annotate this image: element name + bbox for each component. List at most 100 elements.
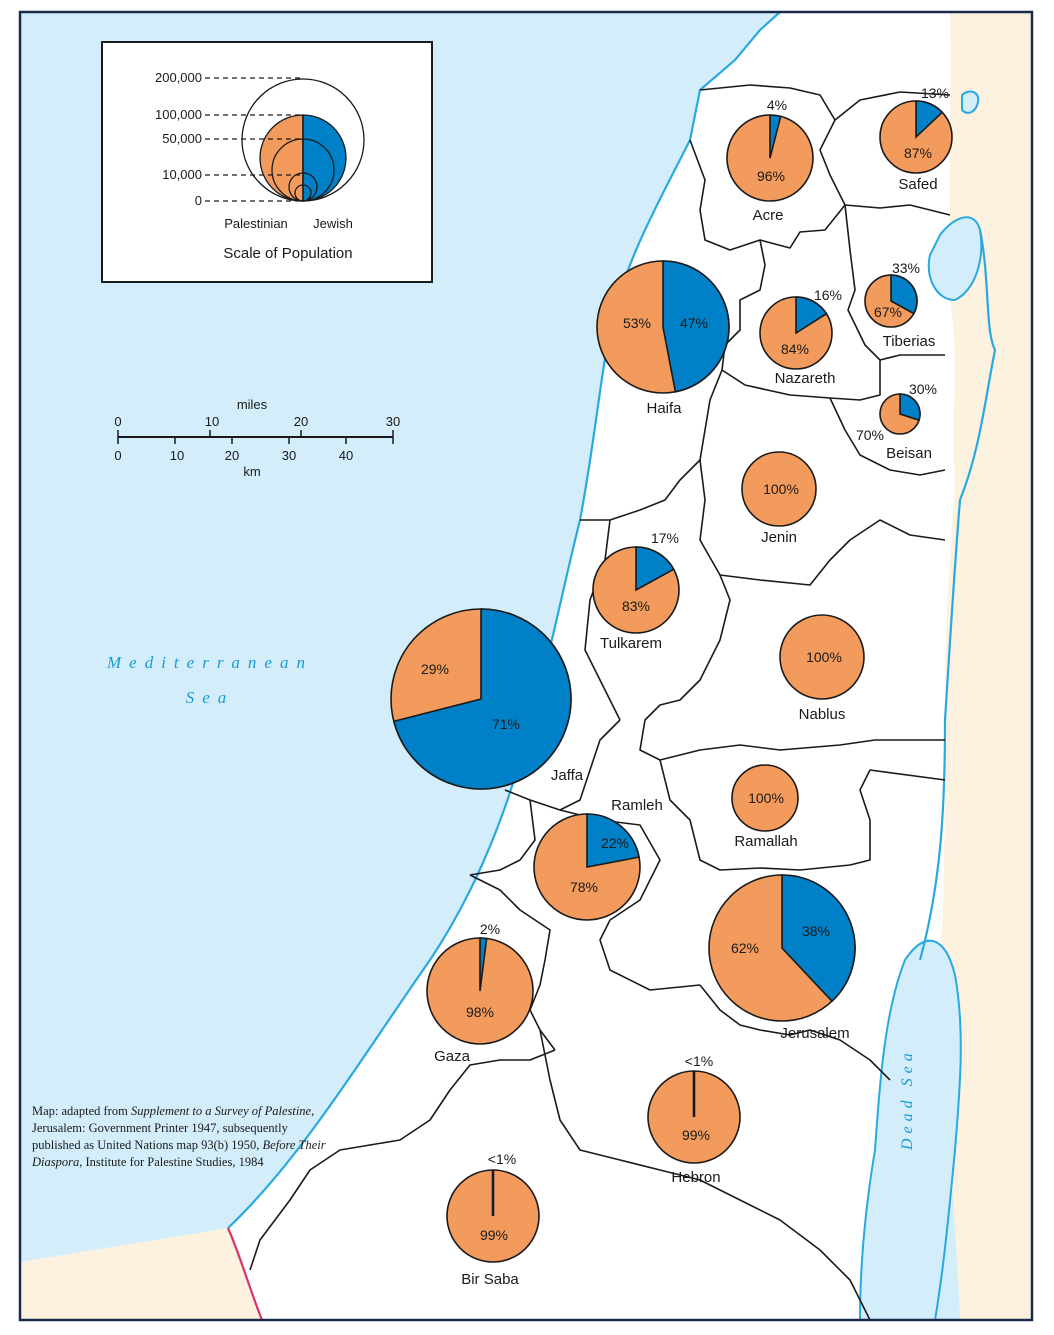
district-gaza: Gaza 98% 2% — [426, 921, 534, 1065]
palestinian-pct-acre: 96% — [757, 168, 785, 184]
pie-jewish-tiberias — [890, 274, 918, 315]
district-name-gaza: Gaza — [434, 1048, 471, 1065]
palestinian-pct-bir-saba: 99% — [480, 1227, 508, 1243]
palestinian-pct-nazareth: 84% — [781, 341, 809, 357]
jewish-pct-acre: 4% — [767, 97, 787, 113]
legend-jewish-label: Jewish — [313, 216, 353, 231]
pie-jewish-beisan — [899, 393, 921, 422]
district-ramallah: Ramallah 100% — [731, 764, 799, 850]
egypt-border — [226, 1227, 264, 1321]
pie-jewish-acre — [769, 114, 782, 159]
district-bir-saba: Bir Saba 99% <1% — [446, 1151, 540, 1288]
district-name-jerusalem: Jerusalem — [780, 1025, 849, 1042]
pie-jewish-jaffa — [392, 608, 572, 790]
mediterranean-label: Mediterranean — [106, 653, 313, 672]
scale-km-label: km — [243, 464, 260, 479]
scale-miles-20: 20 — [294, 414, 308, 429]
legend-scale-50000: 50,000 — [162, 131, 202, 146]
district-nablus: Nablus 100% — [779, 614, 865, 723]
scale-km-20: 20 — [225, 448, 239, 463]
scale-km-0: 0 — [114, 448, 121, 463]
district-name-bir-saba: Bir Saba — [461, 1271, 519, 1288]
scale-bar: miles 0 10 20 30 0 10 20 30 40 km — [114, 397, 400, 479]
district-name-jaffa: Jaffa — [551, 767, 584, 784]
legend-scale-0: 0 — [195, 193, 202, 208]
sinai-land — [20, 1228, 262, 1320]
district-name-nablus: Nablus — [799, 706, 846, 723]
jewish-pct-bir-saba: <1% — [488, 1151, 516, 1167]
dead-sea-label: Dead Sea — [899, 1048, 916, 1151]
district-jenin: Jenin 100% — [741, 451, 817, 546]
district-name-acre: Acre — [753, 207, 784, 224]
palestinian-pct-jerusalem: 62% — [731, 940, 759, 956]
lake-hula — [961, 90, 980, 114]
district-hebron: Hebron 99% <1% — [647, 1053, 741, 1186]
palestinian-pct-hebron: 99% — [682, 1127, 710, 1143]
district-ramleh: Ramleh 78% 22% — [533, 797, 663, 921]
scale-km-30: 30 — [282, 448, 296, 463]
pie-palestinian-jenin — [741, 451, 817, 527]
pie-jewish-ramleh — [586, 813, 640, 868]
palestinian-pct-beisan: 70% — [856, 427, 884, 443]
scale-km-10: 10 — [170, 448, 184, 463]
pie-jewish-tulkarem — [635, 546, 675, 592]
dead-sea — [858, 939, 962, 1321]
district-name-ramallah: Ramallah — [734, 833, 797, 850]
jewish-pct-nazareth: 16% — [814, 287, 842, 303]
palestinian-pct-gaza: 98% — [466, 1004, 494, 1020]
pie-jewish-jerusalem — [781, 874, 856, 1003]
pie-jewish-safed — [915, 100, 944, 139]
jewish-pct-safed: 13% — [921, 85, 949, 101]
district-name-hebron: Hebron — [671, 1169, 720, 1186]
palestinian-pct-jenin: 100% — [763, 481, 799, 497]
sea-of-galilee — [927, 216, 983, 302]
legend: 200,000 100,000 50,000 10,000 0 Palestin… — [101, 41, 433, 283]
district-pies: Acre 96% 4% Safed 87% 13% Haifa 53% 47% Nazareth 8… — [390, 85, 953, 1288]
mediterranean-sea-label: Sea — [186, 688, 235, 707]
legend-title: Scale of Population — [223, 245, 352, 262]
palestinian-pct-tulkarem: 83% — [622, 598, 650, 614]
palestinian-pct-tiberias: 67% — [874, 304, 902, 320]
palestinian-pct-nablus: 100% — [806, 649, 842, 665]
palestinian-pct-haifa: 53% — [623, 315, 651, 331]
jewish-pct-tulkarem: 17% — [651, 530, 679, 546]
pie-jewish-gaza — [479, 937, 488, 992]
scale-miles-10: 10 — [205, 414, 219, 429]
district-name-nazareth: Nazareth — [775, 370, 836, 387]
district-name-tiberias: Tiberias — [883, 333, 936, 350]
district-tulkarem: Tulkarem 83% 17% — [592, 530, 680, 652]
district-borders — [249, 84, 951, 1321]
district-nazareth: Nazareth 84% 16% — [759, 287, 842, 387]
jewish-pct-ramleh: 22% — [601, 835, 629, 851]
pie-palestinian-nablus — [779, 614, 865, 700]
palestinian-pct-jaffa: 29% — [421, 661, 449, 677]
jordan-river — [918, 229, 997, 961]
jewish-pct-beisan: 30% — [909, 381, 937, 397]
district-jaffa: Jaffa 29% 71% — [390, 608, 584, 790]
district-name-beisan: Beisan — [886, 445, 932, 462]
scale-miles-label: miles — [237, 397, 268, 412]
district-safed: Safed 87% 13% — [879, 85, 953, 193]
district-acre: Acre 96% 4% — [726, 97, 814, 224]
district-tiberias: Tiberias 67% 33% — [864, 260, 936, 350]
jewish-pct-hebron: <1% — [685, 1053, 713, 1069]
scale-miles-30: 30 — [386, 414, 400, 429]
district-name-ramleh: Ramleh — [611, 797, 663, 814]
legend-scale-100000: 100,000 — [155, 107, 202, 122]
map-credit: Map: adapted from Supplement to a Survey… — [32, 1104, 326, 1169]
scale-km-40: 40 — [339, 448, 353, 463]
legend-half-jewish-100000 — [302, 114, 347, 202]
pie-jewish-nazareth — [795, 296, 828, 335]
district-haifa: Haifa 53% 47% — [596, 260, 730, 417]
scale-miles-0: 0 — [114, 414, 121, 429]
legend-palestinian-label: Palestinian — [224, 216, 288, 231]
district-name-haifa: Haifa — [646, 400, 682, 417]
legend-half-palestinian-100000 — [259, 114, 304, 202]
jewish-pct-jerusalem: 38% — [802, 923, 830, 939]
palestinian-pct-safed: 87% — [904, 145, 932, 161]
district-name-safed: Safed — [898, 176, 937, 193]
district-jerusalem: Jerusalem 62% 38% — [708, 874, 856, 1042]
palestinian-pct-ramleh: 78% — [570, 879, 598, 895]
